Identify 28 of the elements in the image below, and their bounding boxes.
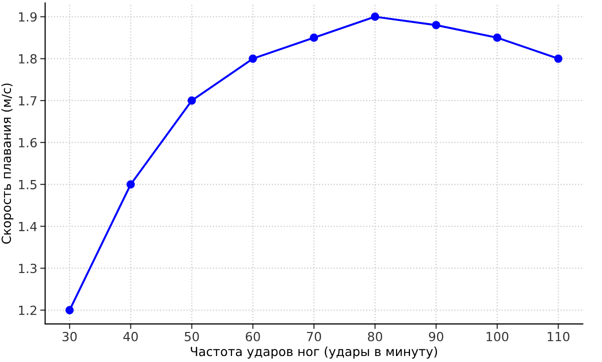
point xyxy=(432,20,440,30)
x-tick-label: 50 xyxy=(184,332,199,342)
x-tick-label: 70 xyxy=(307,332,322,342)
point xyxy=(248,54,258,63)
x-tick-label: 30 xyxy=(62,332,77,342)
y-tick-label: 1.4 xyxy=(19,222,37,232)
y-tick-label: 1.3 xyxy=(19,264,37,274)
x-tick-label: 110 xyxy=(548,332,570,342)
x-tick-label: 80 xyxy=(368,332,382,342)
point xyxy=(65,306,74,314)
y-tick-label: 1.7 xyxy=(19,96,36,106)
y-axis-title: Скорость плавания (м/с) xyxy=(1,84,14,244)
point xyxy=(370,12,380,21)
y-tick-label: 1.6 xyxy=(19,138,37,148)
point xyxy=(188,96,196,105)
y-tick-label: 1.2 xyxy=(19,306,36,315)
x-tick-label: 60 xyxy=(246,332,260,342)
point xyxy=(310,34,318,42)
point xyxy=(554,54,562,63)
y-tick-label: 1.9 xyxy=(19,12,37,22)
point xyxy=(126,180,135,189)
x-axis-title: Частота ударов ног (удары в минуту) xyxy=(190,346,438,359)
x-tick-label: 100 xyxy=(486,332,508,342)
x-tick-label: 90 xyxy=(428,332,444,342)
point xyxy=(493,34,502,42)
y-tick-label: 1.5 xyxy=(19,180,36,190)
y-tick-label: 1.8 xyxy=(19,54,37,64)
x-tick-label: 40 xyxy=(123,332,138,342)
